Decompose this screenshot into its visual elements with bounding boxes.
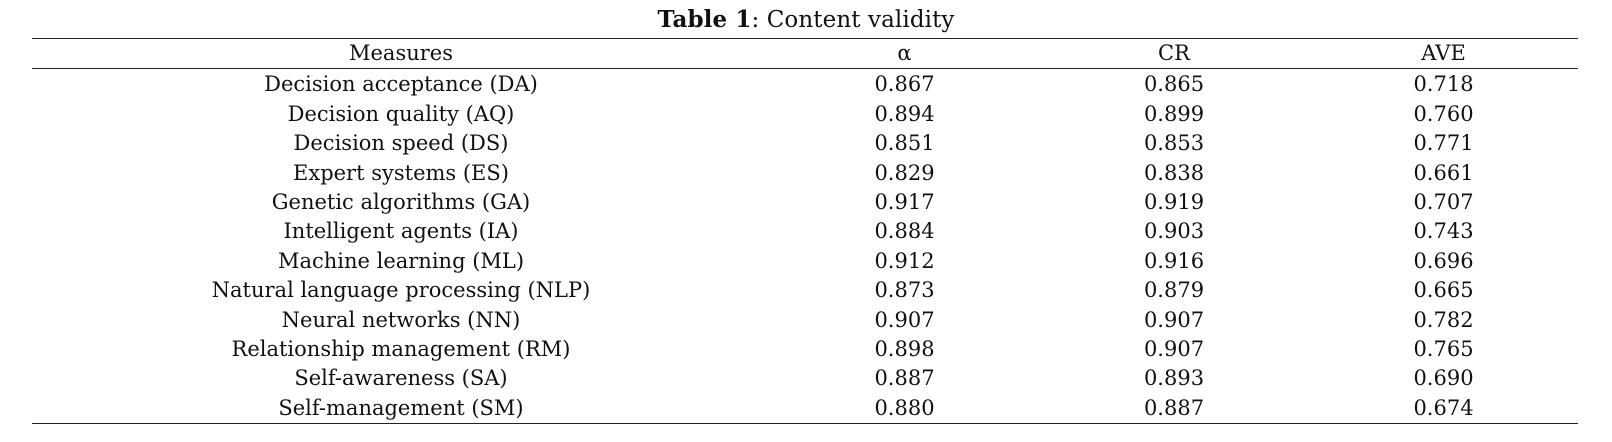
table-row: Expert systems (ES) 0.829 0.838 0.661: [32, 159, 1578, 188]
measure-cell: Neural networks (NN): [281, 307, 521, 332]
cr-cell: 0.893: [1143, 366, 1205, 391]
ave-cell: 0.771: [1413, 131, 1474, 156]
ave-cell: 0.782: [1413, 307, 1474, 332]
table-row: Self-awareness (SA) 0.887 0.893 0.690: [32, 364, 1578, 393]
table-body: Decision acceptance (DA) 0.867 0.865 0.7…: [32, 69, 1578, 424]
cr-cell: 0.853: [1143, 131, 1205, 156]
table-number: Table 1: [657, 6, 752, 33]
header-row: Measures α CR AVE: [32, 38, 1578, 69]
table-header: Measures α CR AVE: [32, 38, 1578, 69]
alpha-cell: 0.907: [874, 307, 935, 332]
table-row: Machine learning (ML) 0.912 0.916 0.696: [32, 247, 1578, 276]
alpha-cell: 0.898: [874, 337, 935, 362]
ave-cell: 0.690: [1413, 366, 1474, 391]
alpha-cell: 0.912: [874, 248, 935, 273]
measure-cell: Decision quality (AQ): [287, 101, 515, 126]
cr-cell: 0.887: [1143, 395, 1205, 420]
measure-cell: Natural language processing (NLP): [211, 278, 591, 303]
cr-cell: 0.919: [1143, 190, 1205, 215]
header-ave: AVE: [1421, 41, 1466, 65]
measure-cell: Machine learning (ML): [277, 248, 525, 273]
ave-cell: 0.661: [1413, 160, 1474, 185]
cr-cell: 0.916: [1143, 248, 1205, 273]
measure-cell: Self-awareness (SA): [294, 366, 508, 391]
ave-cell: 0.674: [1413, 395, 1474, 420]
table-row: Relationship management (RM) 0.898 0.907…: [32, 335, 1578, 364]
measure-cell: Decision acceptance (DA): [264, 72, 538, 97]
ave-cell: 0.760: [1413, 101, 1474, 126]
ave-cell: 0.707: [1413, 190, 1474, 215]
measure-cell: Intelligent agents (IA): [283, 219, 519, 244]
alpha-cell: 0.894: [874, 101, 935, 126]
table-title: Content validity: [766, 7, 955, 33]
measure-cell: Decision speed (DS): [293, 131, 509, 156]
table-row: Decision speed (DS) 0.851 0.853 0.771: [32, 129, 1578, 158]
alpha-cell: 0.867: [874, 72, 935, 97]
cr-cell: 0.899: [1143, 101, 1205, 126]
cr-cell: 0.903: [1143, 219, 1205, 244]
alpha-cell: 0.887: [874, 366, 935, 391]
table-row: Genetic algorithms (GA) 0.917 0.919 0.70…: [32, 188, 1578, 217]
measure-cell: Expert systems (ES): [293, 160, 509, 185]
measure-cell: Genetic algorithms (GA): [271, 190, 531, 215]
table-row: Decision quality (AQ) 0.894 0.899 0.760: [32, 100, 1578, 129]
table-caption: Table 1: Content validity: [0, 5, 1612, 35]
table-row: Natural language processing (NLP) 0.873 …: [32, 276, 1578, 305]
measure-cell: Self-management (SM): [278, 395, 524, 420]
table-row: Neural networks (NN) 0.907 0.907 0.782: [32, 306, 1578, 335]
table-row: Self-management (SM) 0.880 0.887 0.674: [32, 394, 1578, 424]
ave-cell: 0.665: [1413, 278, 1474, 303]
cr-cell: 0.865: [1143, 72, 1205, 97]
content-validity-table: Measures α CR AVE Decision acceptance (D…: [32, 38, 1578, 424]
alpha-cell: 0.917: [874, 190, 935, 215]
ave-cell: 0.743: [1413, 219, 1474, 244]
table-row: Decision acceptance (DA) 0.867 0.865 0.7…: [32, 69, 1578, 100]
alpha-cell: 0.880: [874, 395, 935, 420]
cr-cell: 0.879: [1143, 278, 1205, 303]
alpha-cell: 0.851: [874, 131, 935, 156]
cr-cell: 0.907: [1143, 337, 1205, 362]
table-row: Intelligent agents (IA) 0.884 0.903 0.74…: [32, 217, 1578, 246]
header-alpha: α: [897, 41, 912, 65]
caption-separator: :: [751, 7, 767, 33]
ave-cell: 0.765: [1413, 337, 1474, 362]
alpha-cell: 0.884: [874, 219, 935, 244]
cr-cell: 0.907: [1143, 307, 1205, 332]
measure-cell: Relationship management (RM): [231, 337, 571, 362]
alpha-cell: 0.873: [874, 278, 935, 303]
ave-cell: 0.718: [1413, 72, 1474, 97]
header-cr: CR: [1158, 41, 1190, 65]
cr-cell: 0.838: [1143, 160, 1205, 185]
ave-cell: 0.696: [1413, 248, 1474, 273]
alpha-cell: 0.829: [874, 160, 935, 185]
header-measures: Measures: [349, 41, 453, 65]
